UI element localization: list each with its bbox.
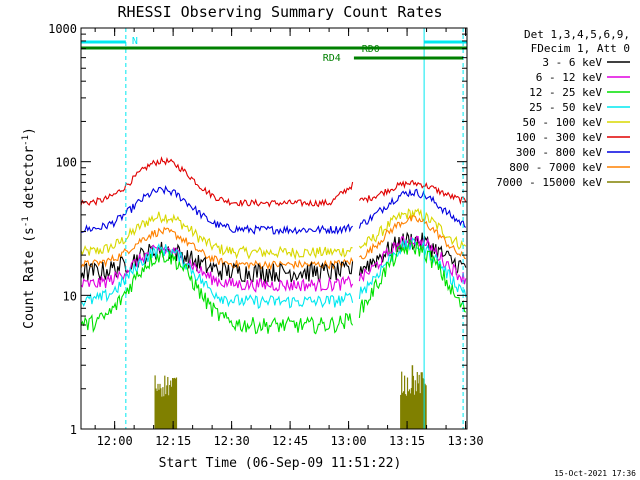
legend-label: 6 - 12 keV — [536, 71, 603, 84]
y-axis-label: Count Rate (s-1 detector-1) — [21, 127, 37, 329]
rd4-flag-label: RD4 — [323, 53, 341, 64]
y-tick-label: 1 — [70, 423, 77, 437]
legend-label: 800 - 7000 keV — [509, 161, 602, 174]
y-tick-label: 1000 — [48, 22, 77, 36]
legend-header: Det 1,3,4,5,6,9, — [524, 28, 630, 41]
rd0-flag-label: RD0 — [362, 44, 380, 55]
legend-label: 25 - 50 keV — [529, 101, 602, 114]
y-tick-label: 100 — [55, 156, 77, 170]
legend-label: 7000 - 15000 keV — [496, 176, 602, 189]
x-tick-label: 13:15 — [389, 434, 425, 448]
series-line-7000-15000 — [400, 371, 427, 429]
series-line — [80, 231, 467, 285]
legend-header: FDecim 1, Att 0 — [531, 42, 630, 55]
x-tick-label: 12:30 — [214, 434, 250, 448]
timestamp: 15-Oct-2021 17:36 — [554, 469, 636, 478]
chart-title: RHESSI Observing Summary Count Rates — [117, 3, 442, 21]
n-flag-label: N — [132, 36, 138, 47]
x-tick-label: 13:30 — [447, 434, 483, 448]
x-tick-label: 12:45 — [272, 434, 308, 448]
series-line — [80, 214, 466, 271]
legend-label: 50 - 100 keV — [523, 116, 603, 129]
legend-label: 100 - 300 keV — [516, 131, 602, 144]
x-tick-label: 12:00 — [97, 434, 133, 448]
series-line — [80, 239, 467, 335]
legend: Det 1,3,4,5,6,9,FDecim 1, Att 03 - 6 keV… — [496, 28, 630, 189]
legend-label: 300 - 800 keV — [516, 146, 602, 159]
plot-frame — [80, 27, 468, 430]
legend-label: 12 - 25 keV — [529, 86, 602, 99]
x-tick-label: 13:00 — [331, 434, 367, 448]
y-tick-label: 10 — [63, 289, 77, 303]
axes: 12:00 12:15 12:30 12:45 13:00 13:15 13:30 1 10 10… — [48, 22, 484, 448]
x-axis-label: Start Time (06-Sep-09 11:51:22) — [159, 456, 402, 471]
legend-label: 3 - 6 keV — [542, 56, 602, 69]
series-line-7000-15000 — [154, 375, 178, 429]
x-tick-label: 12:15 — [155, 434, 191, 448]
